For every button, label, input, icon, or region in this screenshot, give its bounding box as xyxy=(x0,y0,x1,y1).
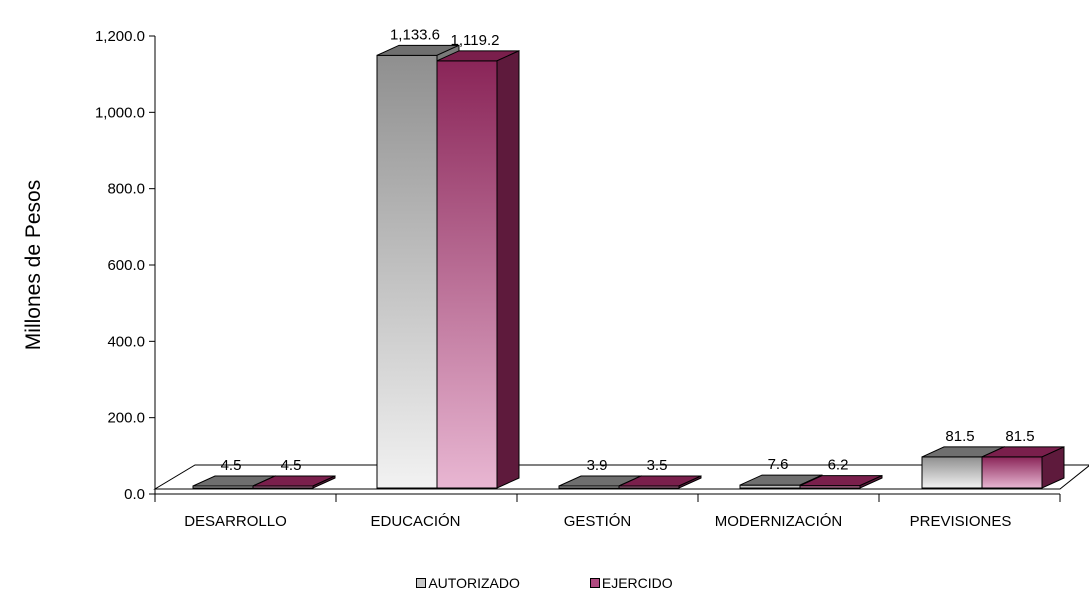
data-label: 3.9 xyxy=(587,457,608,474)
bar-front xyxy=(376,54,438,489)
x-category-label: MODERNIZACIÓN xyxy=(715,513,843,530)
y-tick-label: 1,000.0 xyxy=(95,104,145,121)
x-category-label: EDUCACIÓN xyxy=(370,513,460,530)
data-label: 81.5 xyxy=(945,428,974,445)
legend-swatch-ejercido xyxy=(589,578,600,588)
data-label: 3.5 xyxy=(647,457,668,474)
legend-item-autorizado: AUTORIZADO xyxy=(416,575,520,591)
y-axis-title: Millones de Pesos xyxy=(22,180,45,350)
bar-side xyxy=(859,474,883,489)
bar-side xyxy=(312,475,336,489)
data-label: 1,119.2 xyxy=(451,32,500,49)
x-category-label: PREVISIONES xyxy=(910,513,1012,530)
y-tick-label: 800.0 xyxy=(107,181,145,198)
bar-side xyxy=(496,50,520,489)
y-tick-label: 600.0 xyxy=(107,257,145,274)
bar-front xyxy=(436,60,498,489)
legend-swatch-autorizado xyxy=(416,578,427,588)
bar-front xyxy=(981,456,1043,489)
data-label: 7.6 xyxy=(768,456,789,473)
y-tick-label: 1,200.0 xyxy=(95,28,145,45)
data-label: 81.5 xyxy=(1005,428,1034,445)
data-label: 4.5 xyxy=(221,457,242,474)
legend: AUTORIZADO EJERCIDO xyxy=(0,575,1089,591)
data-label: 6.2 xyxy=(828,457,849,474)
y-tick-label: 200.0 xyxy=(107,410,145,427)
data-label: 4.5 xyxy=(281,457,302,474)
y-tick-label: 0.0 xyxy=(124,486,145,503)
x-category-label: DESARROLLO xyxy=(184,513,287,530)
bar-front xyxy=(921,456,983,489)
data-label: 1,133.6 xyxy=(390,26,440,43)
legend-label-autorizado: AUTORIZADO xyxy=(428,575,520,591)
bar-side xyxy=(1041,446,1065,489)
legend-item-ejercido: EJERCIDO xyxy=(589,575,673,591)
bar-side xyxy=(678,475,702,489)
legend-label-ejercido: EJERCIDO xyxy=(601,575,673,591)
y-tick-label: 400.0 xyxy=(107,333,145,350)
x-category-label: GESTIÓN xyxy=(564,513,632,530)
